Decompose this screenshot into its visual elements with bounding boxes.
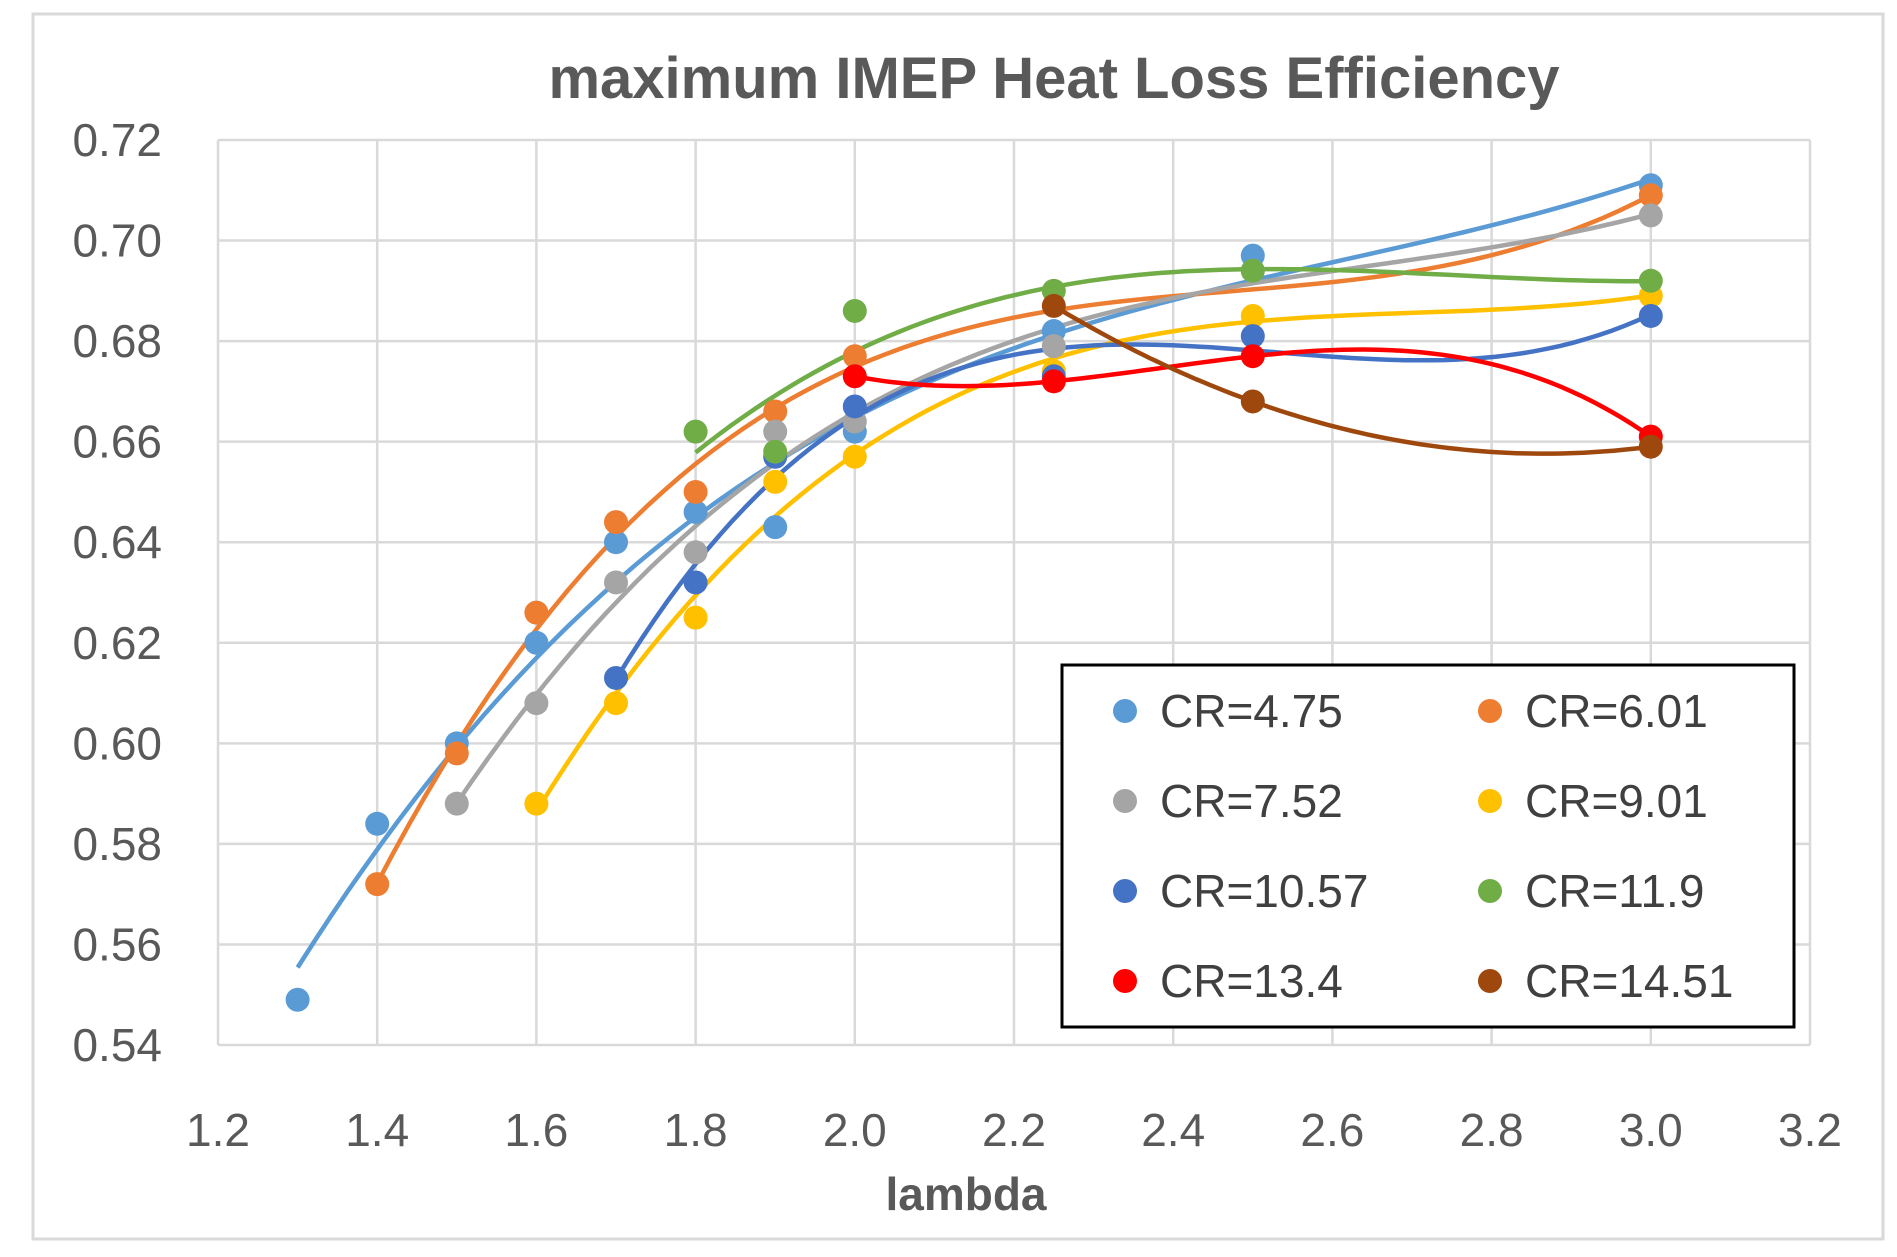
- data-point-series-2: [524, 691, 549, 716]
- y-tick-label: 0.56: [72, 918, 162, 970]
- x-axis-ticks: 1.2 1.4 1.6 1.8 2.0 2.2 2.4 2.6 2.8 3.0 3.2: [186, 1104, 1842, 1156]
- legend: CR=4.75 CR=6.01 CR=7.52 CR=9.01 CR=10.57 CR=1…: [1060, 663, 1796, 1029]
- data-point-series-4: [1638, 303, 1663, 328]
- data-point-series-3: [842, 444, 867, 469]
- data-point-series-7: [1240, 389, 1265, 414]
- x-tick-label: 1.2: [186, 1104, 250, 1156]
- data-point-series-6: [842, 364, 867, 389]
- data-point-series-7: [1638, 434, 1663, 459]
- y-tick-label: 0.68: [72, 315, 162, 367]
- data-point-series-6: [1041, 369, 1066, 394]
- legend-marker: [1478, 969, 1502, 993]
- data-point-series-5: [763, 439, 788, 464]
- trendline-series-7: [1052, 303, 1652, 456]
- legend-marker: [1113, 789, 1137, 813]
- data-point-series-6: [1240, 344, 1265, 369]
- data-point-series-4: [842, 394, 867, 419]
- data-point-series-3: [683, 605, 708, 630]
- data-point-series-5: [842, 298, 867, 323]
- data-point-series-1: [444, 741, 469, 766]
- data-point-series-0: [683, 500, 708, 525]
- legend-label: CR=13.4: [1160, 955, 1343, 1007]
- legend-box: [1060, 663, 1796, 1029]
- data-point-series-3: [763, 469, 788, 494]
- x-tick-label: 2.6: [1300, 1104, 1364, 1156]
- legend-marker: [1478, 789, 1502, 813]
- data-point-series-2: [604, 570, 628, 595]
- legend-label: CR=6.01: [1525, 685, 1708, 737]
- data-point-series-7: [1041, 293, 1066, 318]
- data-point-series-1: [524, 600, 549, 625]
- data-point-series-3: [524, 791, 549, 816]
- data-point-series-1: [763, 399, 788, 424]
- data-point-series-2: [1041, 334, 1066, 359]
- trendline-series-4: [614, 312, 1652, 681]
- legend-marker: [1478, 879, 1502, 903]
- x-tick-label: 3.2: [1778, 1104, 1842, 1156]
- y-tick-label: 0.64: [72, 516, 162, 568]
- legend-label: CR=4.75: [1160, 685, 1343, 737]
- x-tick-label: 2.4: [1141, 1104, 1205, 1156]
- x-axis-label: lambda: [885, 1168, 1046, 1220]
- data-point-series-1: [365, 872, 390, 897]
- data-point-series-2: [444, 791, 469, 816]
- x-tick-label: 2.8: [1460, 1104, 1524, 1156]
- data-point-series-1: [842, 344, 867, 369]
- x-tick-label: 1.4: [345, 1104, 409, 1156]
- trendline-series-1: [375, 193, 1652, 885]
- y-tick-label: 0.66: [72, 416, 162, 468]
- data-points: [285, 173, 1663, 1012]
- x-tick-label: 1.8: [664, 1104, 728, 1156]
- x-tick-label: 3.0: [1619, 1104, 1683, 1156]
- data-point-series-0: [365, 811, 390, 836]
- data-point-series-1: [683, 479, 708, 504]
- y-axis-ticks: 0.54 0.56 0.58 0.60 0.62 0.64 0.66 0.68 0.70 0.72: [72, 114, 162, 1071]
- data-point-series-1: [604, 510, 628, 535]
- x-tick-label: 2.0: [823, 1104, 887, 1156]
- legend-label: CR=7.52: [1160, 775, 1343, 827]
- y-tick-label: 0.72: [72, 114, 162, 166]
- data-point-series-5: [683, 419, 708, 444]
- data-point-series-2: [683, 540, 708, 565]
- data-point-series-0: [524, 630, 549, 655]
- data-point-series-1: [1638, 183, 1663, 208]
- data-point-series-5: [1240, 258, 1265, 283]
- legend-label: CR=11.9: [1525, 865, 1704, 917]
- data-point-series-0: [604, 530, 628, 555]
- legend-label: CR=14.51: [1525, 955, 1733, 1007]
- data-point-series-2: [763, 419, 788, 444]
- legend-marker: [1113, 699, 1137, 723]
- x-tick-label: 1.6: [504, 1104, 568, 1156]
- data-point-series-5: [1638, 268, 1663, 293]
- legend-label: CR=9.01: [1525, 775, 1708, 827]
- y-tick-label: 0.54: [72, 1019, 162, 1071]
- legend-marker: [1478, 699, 1502, 723]
- legend-marker: [1113, 969, 1137, 993]
- y-tick-label: 0.62: [72, 617, 162, 669]
- data-point-series-0: [285, 987, 310, 1012]
- chart-title: maximum IMEP Heat Loss Efficiency: [548, 46, 1559, 111]
- y-tick-label: 0.60: [72, 717, 162, 769]
- data-point-series-4: [683, 570, 708, 595]
- y-tick-label: 0.70: [72, 215, 162, 267]
- data-point-series-0: [763, 515, 788, 540]
- data-point-series-3: [1240, 303, 1265, 328]
- data-point-series-4: [604, 665, 628, 690]
- legend-label: CR=10.57: [1160, 865, 1368, 917]
- data-point-series-2: [1638, 203, 1663, 228]
- y-tick-label: 0.58: [72, 818, 162, 870]
- data-point-series-4: [1240, 324, 1265, 349]
- chart-area-border: [31, 12, 1885, 1241]
- legend-marker: [1113, 879, 1137, 903]
- data-point-series-3: [604, 691, 628, 716]
- x-tick-label: 2.2: [982, 1104, 1046, 1156]
